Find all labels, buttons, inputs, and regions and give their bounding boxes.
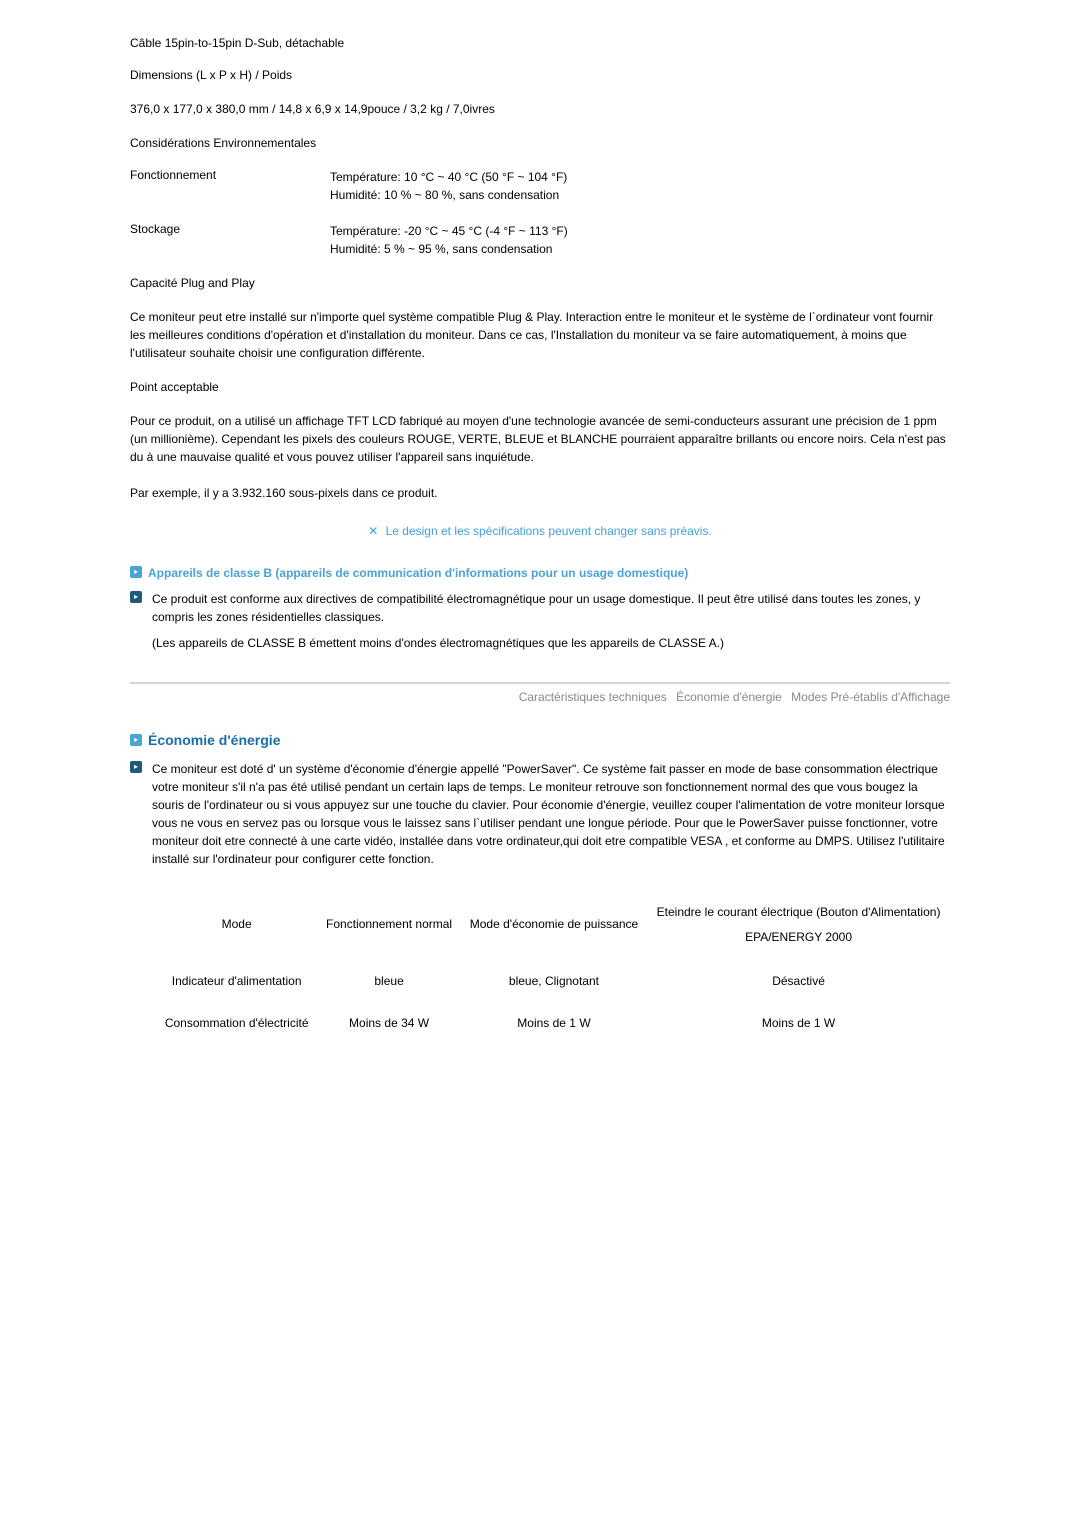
bullet-icon	[130, 734, 142, 746]
col-off-primary: Eteindre le courant électrique (Bouton d…	[655, 904, 942, 921]
cell-normal: bleue	[317, 960, 461, 1002]
cell-label: Consommation d'électricité	[156, 1002, 317, 1044]
note-x-icon: ✕	[368, 524, 378, 538]
env-operation-row: Fonctionnement Température: 10 °C ~ 40 °…	[130, 168, 950, 204]
env-operation-val: Température: 10 °C ~ 40 °C (50 °F ~ 104 …	[330, 168, 950, 204]
env-storage-val: Température: -20 °C ~ 45 °C (-4 °F ~ 113…	[330, 222, 950, 258]
cable-text: Câble 15pin-to-15pin D-Sub, détachable	[130, 36, 950, 50]
design-note-row: ✕ Le design et les spécifications peuven…	[130, 524, 950, 538]
cell-saving: bleue, Clignotant	[461, 960, 647, 1002]
power-table-wrap: Mode Fonctionnement normal Mode d'économ…	[156, 890, 950, 1044]
env-storage-temp: Température: -20 °C ~ 45 °C (-4 °F ~ 113…	[330, 224, 568, 238]
subpixels-text: Par exemple, il y a 3.932.160 sous-pixel…	[130, 484, 950, 502]
env-storage-key: Stockage	[130, 222, 330, 258]
col-off-secondary: EPA/ENERGY 2000	[655, 929, 942, 946]
bullet-icon	[130, 591, 142, 603]
dimensions-label: Dimensions (L x P x H) / Poids	[130, 68, 950, 82]
dimensions-value: 376,0 x 177,0 x 380,0 mm / 14,8 x 6,9 x …	[130, 100, 950, 118]
env-storage-hum: Humidité: 5 % ~ 95 %, sans condensation	[330, 242, 552, 256]
col-normal: Fonctionnement normal	[317, 890, 461, 960]
class-b-heading: Appareils de classe B (appareils de comm…	[148, 566, 688, 580]
class-b-heading-row: Appareils de classe B (appareils de comm…	[130, 566, 950, 580]
econ-heading-row: Économie d'énergie	[130, 732, 950, 748]
point-text: Pour ce produit, on a utilisé un afficha…	[130, 412, 950, 466]
econ-heading: Économie d'énergie	[148, 732, 280, 748]
econ-text: Ce moniteur est doté d' un système d'éco…	[152, 760, 950, 868]
env-storage-row: Stockage Température: -20 °C ~ 45 °C (-4…	[130, 222, 950, 258]
tab-economie[interactable]: Économie d'énergie	[676, 690, 782, 704]
tab-caracteristiques[interactable]: Caractéristiques techniques	[519, 690, 667, 704]
pnp-text: Ce moniteur peut etre installé sur n'imp…	[130, 308, 950, 362]
tab-modes[interactable]: Modes Pré-établis d'Affichage	[791, 690, 950, 704]
table-row: Consommation d'électricité Moins de 34 W…	[156, 1002, 950, 1044]
point-label: Point acceptable	[130, 380, 950, 394]
col-off: Eteindre le courant électrique (Bouton d…	[647, 890, 950, 960]
col-saving: Mode d'économie de puissance	[461, 890, 647, 960]
env-operation-key: Fonctionnement	[130, 168, 330, 204]
cell-off: Moins de 1 W	[647, 1002, 950, 1044]
class-b-paren: (Les appareils de CLASSE B émettent moin…	[152, 634, 950, 652]
table-row: Indicateur d'alimentation bleue bleue, C…	[156, 960, 950, 1002]
power-table: Mode Fonctionnement normal Mode d'économ…	[156, 890, 950, 1044]
bullet-icon	[130, 566, 142, 578]
cell-saving: Moins de 1 W	[461, 1002, 647, 1044]
cell-off: Désactivé	[647, 960, 950, 1002]
pnp-label: Capacité Plug and Play	[130, 276, 950, 290]
econ-body: Ce moniteur est doté d' un système d'éco…	[130, 760, 950, 868]
nav-tabs: Caractéristiques techniques Économie d'é…	[130, 682, 950, 704]
design-note: Le design et les spécifications peuvent …	[386, 524, 712, 538]
env-label: Considérations Environnementales	[130, 136, 950, 150]
page: Câble 15pin-to-15pin D-Sub, détachable D…	[70, 0, 1010, 1074]
env-operation-hum: Humidité: 10 % ~ 80 %, sans condensation	[330, 188, 559, 202]
env-operation-temp: Température: 10 °C ~ 40 °C (50 °F ~ 104 …	[330, 170, 567, 184]
bullet-icon	[130, 761, 142, 773]
col-mode: Mode	[156, 890, 317, 960]
class-b-text: Ce produit est conforme aux directives d…	[152, 590, 950, 626]
cell-label: Indicateur d'alimentation	[156, 960, 317, 1002]
class-b-body: Ce produit est conforme aux directives d…	[130, 590, 950, 652]
cell-normal: Moins de 34 W	[317, 1002, 461, 1044]
